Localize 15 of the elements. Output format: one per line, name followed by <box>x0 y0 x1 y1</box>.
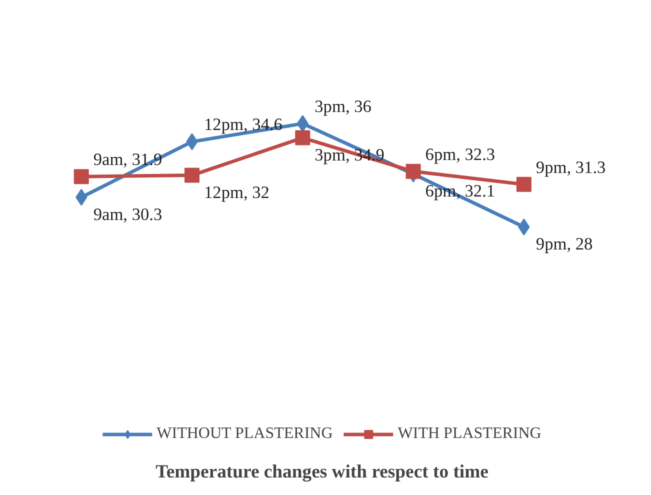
data-label: 12pm, 32 <box>204 182 270 202</box>
point <box>406 164 421 179</box>
data-label: 9pm, 31.3 <box>536 158 606 177</box>
data-label: 9pm, 28 <box>536 234 593 254</box>
point <box>516 176 532 192</box>
data-label: 3pm, 36 <box>314 97 372 116</box>
point <box>184 168 200 183</box>
point <box>74 169 89 184</box>
data-label: 9am, 30.3 <box>93 204 162 224</box>
point <box>295 130 310 146</box>
legend-label: WITH PLASTERING <box>398 425 542 443</box>
data-label: 6pm, 32.3 <box>425 144 496 164</box>
data-label: 3pm, 34.9 <box>314 145 384 164</box>
text: Temperature changes with respect to time <box>156 462 488 482</box>
legend-label: WITHOUT PLASTERING <box>156 425 333 443</box>
